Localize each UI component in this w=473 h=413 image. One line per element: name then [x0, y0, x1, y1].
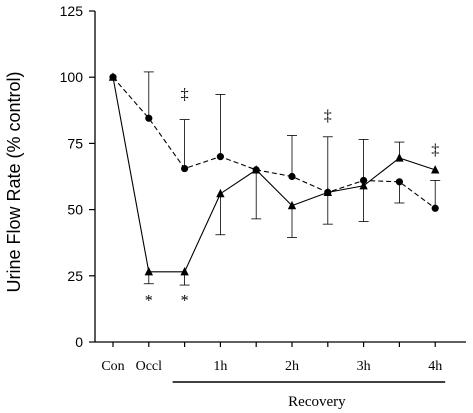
- data-point-triangle: [431, 165, 440, 174]
- y-tick-label: 100: [60, 69, 84, 85]
- data-point-triangle: [323, 187, 332, 196]
- x-tick-label: 3h: [357, 359, 371, 374]
- significance-asterisk: *: [145, 293, 153, 310]
- x-ticks: Con Occl 1h 2h 3h 4h: [101, 342, 442, 374]
- y-axis-label: Urine Flow Rate (% control): [4, 71, 24, 292]
- x-tick-label: Occl: [136, 359, 163, 374]
- y-ticks: 0 25 50 75 100 125: [60, 3, 95, 350]
- x-tick-label: Con: [101, 359, 124, 374]
- significance-asterisk: *: [181, 293, 189, 310]
- y-tick-label: 75: [67, 135, 83, 151]
- data-point-circle: [360, 176, 368, 185]
- data-point-circle: [431, 204, 439, 212]
- significance-double-dagger: ‡: [431, 142, 439, 159]
- recovery-group: Recovery: [172, 381, 446, 410]
- data-point-triangle: [359, 180, 368, 190]
- significance-double-dagger: ‡: [324, 107, 332, 124]
- y-tick-label: 50: [67, 202, 83, 218]
- recovery-label: Recovery: [288, 394, 346, 410]
- data-point-triangle: [395, 153, 404, 162]
- data-point-circle: [288, 172, 296, 181]
- data-point-circle: [395, 178, 403, 186]
- data-point-triangle: [252, 165, 261, 174]
- x-tick-label: 4h: [428, 359, 442, 374]
- series-line-triangle: [112, 77, 436, 273]
- y-tick-label: 125: [60, 3, 84, 19]
- data-point-circle: [216, 153, 224, 161]
- data-point-triangle: [216, 188, 225, 198]
- data-point-triangle: [108, 72, 118, 81]
- y-tick-label: 25: [67, 268, 83, 284]
- series-triangle: [108, 72, 440, 286]
- x-tick-label: 1h: [213, 359, 227, 374]
- data-point-circle: [181, 164, 189, 173]
- series-group: [108, 71, 441, 286]
- annotations: * * ‡ ‡ ‡: [145, 86, 439, 310]
- data-point-triangle: [180, 267, 189, 276]
- x-tick-label: 2h: [285, 359, 299, 374]
- series-line-circle: [112, 76, 436, 209]
- y-tick-label: 0: [75, 334, 83, 350]
- data-point-circle: [145, 114, 153, 122]
- series-circle: [109, 71, 441, 212]
- axes: [94, 11, 466, 343]
- significance-double-dagger: ‡: [181, 86, 189, 103]
- data-point-triangle: [144, 267, 153, 276]
- data-point-triangle: [287, 200, 297, 210]
